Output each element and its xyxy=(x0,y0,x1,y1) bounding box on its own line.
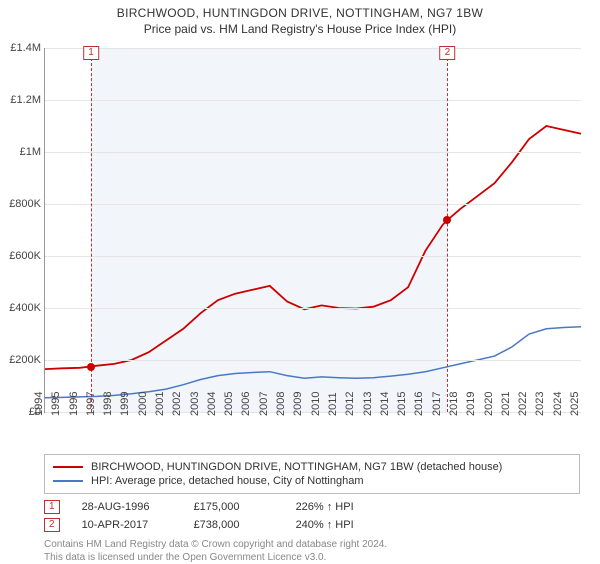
gridline-h xyxy=(45,48,581,49)
x-axis-label: 2018 xyxy=(448,392,460,416)
gridline-h xyxy=(45,204,581,205)
x-axis-label: 2020 xyxy=(482,392,494,416)
sale-price-1: £175,000 xyxy=(194,501,274,513)
sale-marker-badge: 2 xyxy=(440,46,456,60)
sale-date-2: 10-APR-2017 xyxy=(82,519,172,531)
sale-row-2: 2 10-APR-2017 £738,000 240% ↑ HPI xyxy=(44,518,580,532)
x-axis-label: 2024 xyxy=(551,392,563,416)
y-axis-label: £600K xyxy=(9,250,41,262)
x-axis-label: 2022 xyxy=(517,392,529,416)
y-axis-label: £1.2M xyxy=(10,94,41,106)
x-axis-label: 2004 xyxy=(206,392,218,416)
x-axis-label: 1999 xyxy=(119,392,131,416)
x-axis-label: 2012 xyxy=(344,392,356,416)
x-axis-label: 2005 xyxy=(223,392,235,416)
series-line-subject xyxy=(45,126,581,369)
legend-swatch-hpi xyxy=(53,480,83,482)
x-axis-label: 2025 xyxy=(569,392,581,416)
sales-table: 1 28-AUG-1996 £175,000 226% ↑ HPI 2 10-A… xyxy=(44,500,580,532)
chart-title-block: BIRCHWOOD, HUNTINGDON DRIVE, NOTTINGHAM,… xyxy=(0,0,600,36)
x-axis-label: 2017 xyxy=(430,392,442,416)
chart-footer: BIRCHWOOD, HUNTINGDON DRIVE, NOTTINGHAM,… xyxy=(44,454,580,564)
chart-title-line1: BIRCHWOOD, HUNTINGDON DRIVE, NOTTINGHAM,… xyxy=(0,6,600,20)
gridline-h xyxy=(45,256,581,257)
y-axis-label: £800K xyxy=(9,198,41,210)
y-axis-label: £1M xyxy=(20,146,41,158)
legend-row-subject: BIRCHWOOD, HUNTINGDON DRIVE, NOTTINGHAM,… xyxy=(53,461,571,473)
x-axis-label: 1996 xyxy=(67,392,79,416)
x-axis-label: 2003 xyxy=(188,392,200,416)
sale-delta-1: 226% ↑ HPI xyxy=(296,501,416,513)
price-chart: £0£200K£400K£600K£800K£1M£1.2M£1.4M19941… xyxy=(44,48,581,413)
legend-row-hpi: HPI: Average price, detached house, City… xyxy=(53,475,571,487)
x-axis-label: 2009 xyxy=(292,392,304,416)
x-axis-label: 1994 xyxy=(33,392,45,416)
chart-lines-svg xyxy=(45,48,581,412)
x-axis-label: 2023 xyxy=(534,392,546,416)
sale-marker-badge: 1 xyxy=(83,46,99,60)
x-axis-label: 2001 xyxy=(154,392,166,416)
x-axis-label: 2021 xyxy=(500,392,512,416)
sale-price-2: £738,000 xyxy=(194,519,274,531)
x-axis-label: 1998 xyxy=(102,392,114,416)
x-axis-label: 2019 xyxy=(465,392,477,416)
legend-swatch-subject xyxy=(53,466,83,468)
legend: BIRCHWOOD, HUNTINGDON DRIVE, NOTTINGHAM,… xyxy=(44,454,580,494)
x-axis-label: 2008 xyxy=(275,392,287,416)
sale-row-1: 1 28-AUG-1996 £175,000 226% ↑ HPI xyxy=(44,500,580,514)
sale-date-1: 28-AUG-1996 xyxy=(82,501,172,513)
x-axis-label: 2002 xyxy=(171,392,183,416)
sale-marker-dot xyxy=(443,216,451,224)
x-axis-label: 2006 xyxy=(240,392,252,416)
x-axis-label: 2010 xyxy=(309,392,321,416)
gridline-h xyxy=(45,152,581,153)
y-axis-label: £200K xyxy=(9,354,41,366)
x-axis-label: 1995 xyxy=(50,392,62,416)
sale-badge-2: 2 xyxy=(44,518,60,532)
x-axis-label: 2011 xyxy=(327,392,339,416)
legend-label-hpi: HPI: Average price, detached house, City… xyxy=(91,475,364,487)
y-axis-label: £400K xyxy=(9,302,41,314)
x-axis-label: 2015 xyxy=(396,392,408,416)
x-axis-label: 2013 xyxy=(361,392,373,416)
x-axis-label: 2007 xyxy=(258,392,270,416)
sale-delta-2: 240% ↑ HPI xyxy=(296,519,416,531)
gridline-h xyxy=(45,100,581,101)
legend-label-subject: BIRCHWOOD, HUNTINGDON DRIVE, NOTTINGHAM,… xyxy=(91,461,502,473)
sale-marker-line xyxy=(91,48,92,412)
x-axis-label: 2000 xyxy=(136,392,148,416)
gridline-h xyxy=(45,360,581,361)
x-axis-label: 2016 xyxy=(413,392,425,416)
ogl-note: Contains HM Land Registry data © Crown c… xyxy=(44,538,580,564)
sale-marker-dot xyxy=(87,363,95,371)
y-axis-label: £1.4M xyxy=(10,42,41,54)
gridline-h xyxy=(45,308,581,309)
sale-badge-1: 1 xyxy=(44,500,60,514)
ogl-line2: This data is licensed under the Open Gov… xyxy=(44,551,580,564)
ogl-line1: Contains HM Land Registry data © Crown c… xyxy=(44,538,580,551)
sale-marker-line xyxy=(447,48,448,412)
x-axis-label: 2014 xyxy=(379,392,391,416)
chart-title-line2: Price paid vs. HM Land Registry's House … xyxy=(0,22,600,36)
